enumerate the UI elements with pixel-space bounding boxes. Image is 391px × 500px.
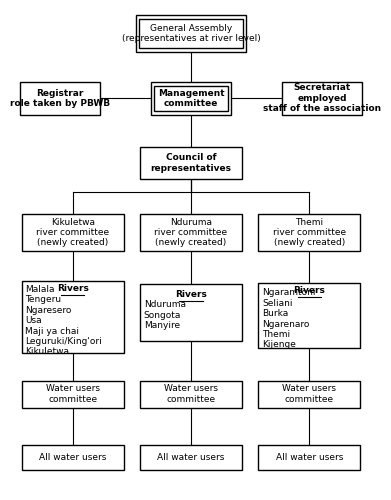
FancyBboxPatch shape: [258, 446, 360, 470]
Text: Water users
committee: Water users committee: [164, 384, 218, 404]
FancyBboxPatch shape: [151, 82, 231, 114]
Text: All water users: All water users: [39, 454, 106, 462]
FancyBboxPatch shape: [258, 380, 360, 408]
Text: Registrar
role taken by PBWB: Registrar role taken by PBWB: [10, 88, 110, 108]
FancyBboxPatch shape: [22, 214, 124, 251]
Text: Rivers: Rivers: [293, 286, 325, 295]
Text: Malala
Tengeru
Ngaresero
Usa
Maji ya chai
Leguruki/King'ori
Kikuletwa: Malala Tengeru Ngaresero Usa Maji ya cha…: [25, 285, 102, 356]
Text: Ngaramtoni
Seliani
Burka
Ngarenaro
Themi
Kijenge: Ngaramtoni Seliani Burka Ngarenaro Themi…: [262, 288, 316, 350]
FancyBboxPatch shape: [22, 281, 124, 353]
Text: Management
committee: Management committee: [158, 88, 224, 108]
Text: All water users: All water users: [157, 454, 225, 462]
FancyBboxPatch shape: [140, 446, 242, 470]
FancyBboxPatch shape: [140, 284, 242, 341]
Text: Rivers: Rivers: [175, 290, 207, 300]
FancyBboxPatch shape: [140, 380, 242, 408]
Text: Kikuletwa
river committee
(newly created): Kikuletwa river committee (newly created…: [36, 218, 109, 248]
FancyBboxPatch shape: [136, 15, 246, 52]
FancyBboxPatch shape: [22, 446, 124, 470]
Text: Water users
committee: Water users committee: [46, 384, 100, 404]
FancyBboxPatch shape: [22, 380, 124, 408]
Text: Nduruma
Songota
Manyire: Nduruma Songota Manyire: [143, 300, 186, 330]
FancyBboxPatch shape: [258, 284, 360, 348]
Text: Council of
representatives: Council of representatives: [151, 154, 231, 172]
FancyBboxPatch shape: [140, 214, 242, 251]
FancyBboxPatch shape: [20, 82, 100, 114]
Text: Water users
committee: Water users committee: [282, 384, 336, 404]
FancyBboxPatch shape: [282, 82, 362, 114]
FancyBboxPatch shape: [258, 214, 360, 251]
Text: General Assembly
(representatives at river level): General Assembly (representatives at riv…: [122, 24, 260, 44]
Text: Rivers: Rivers: [57, 284, 89, 293]
Text: Secretariat
employed
staff of the association: Secretariat employed staff of the associ…: [263, 84, 381, 113]
Text: Themi
river committee
(newly created): Themi river committee (newly created): [273, 218, 346, 248]
Text: Nduruma
river committee
(newly created): Nduruma river committee (newly created): [154, 218, 228, 248]
Text: All water users: All water users: [276, 454, 343, 462]
FancyBboxPatch shape: [140, 147, 242, 179]
